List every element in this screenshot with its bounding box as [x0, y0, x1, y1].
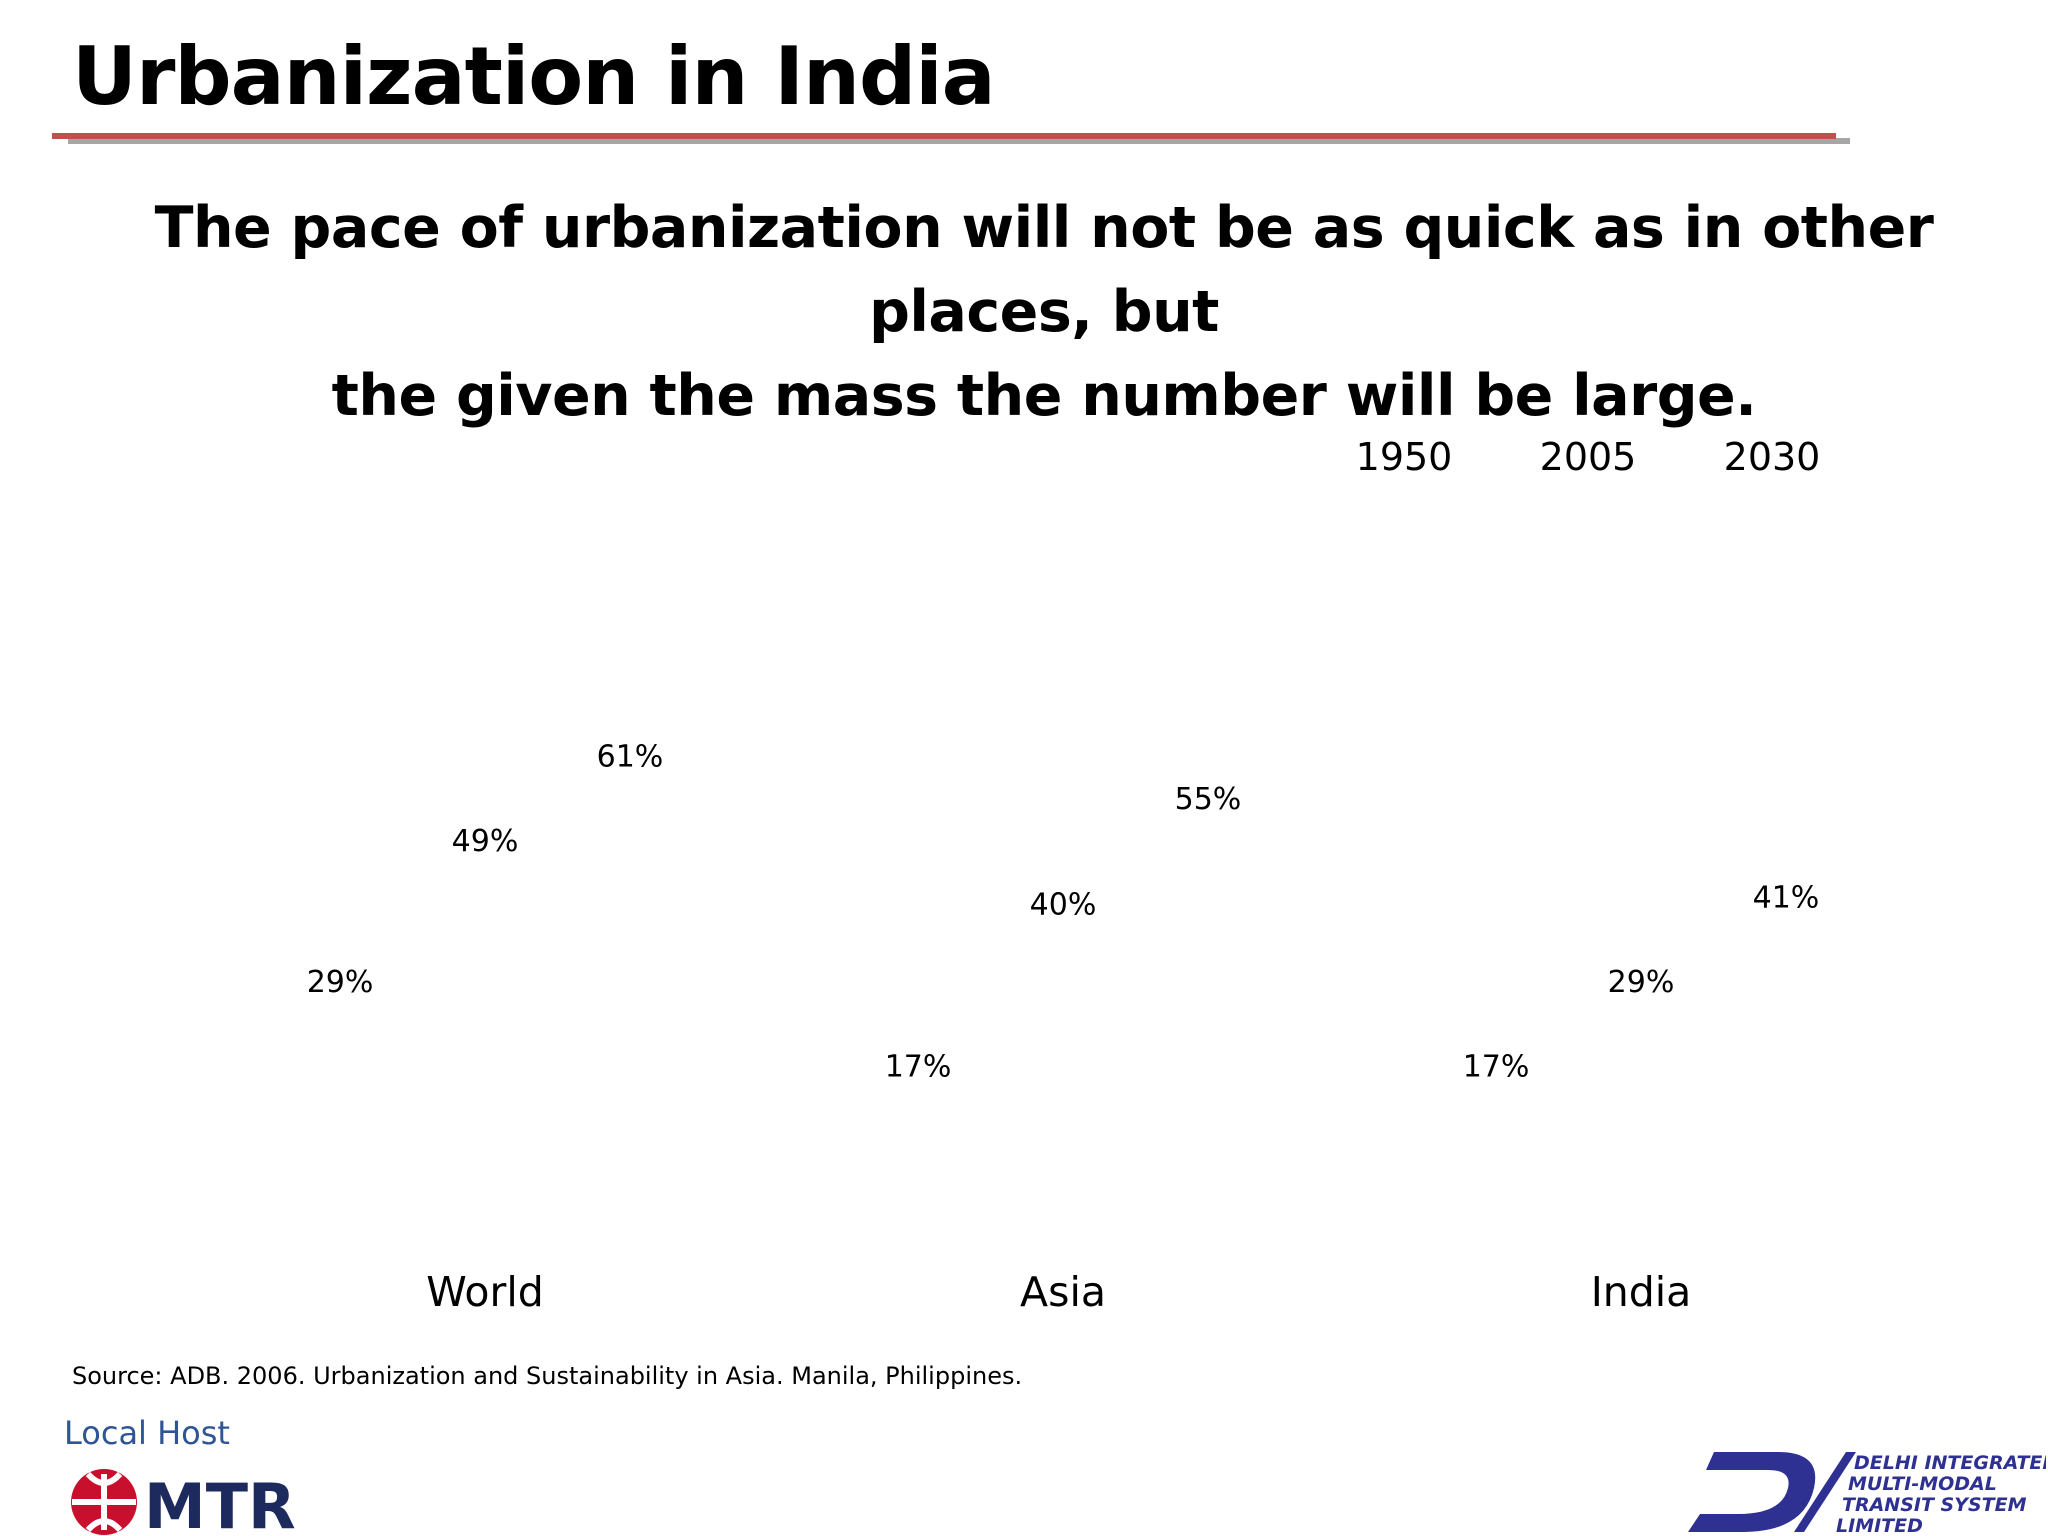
bar-2005-india — [1577, 1006, 1704, 1210]
data-label: 61% — [597, 740, 664, 775]
slide-subtitle: The pace of urbanization will not be as … — [40, 186, 2048, 438]
data-label: 41% — [1753, 880, 1820, 915]
data-label: 40% — [1030, 887, 1097, 922]
subtitle-line-2: the given the mass the number will be la… — [331, 363, 1757, 429]
mtr-logo-text: MTR — [144, 1470, 296, 1536]
dimts-logo-text-line: MULTI-MODAL — [1848, 1473, 1997, 1495]
mtr-logo: MTR — [71, 1469, 296, 1536]
legend-item: 1950 — [1356, 435, 1453, 479]
bar-2030-world — [566, 781, 693, 1210]
source-note: Source: ADB. 2006. Urbanization and Sust… — [72, 1362, 1023, 1390]
title-underline-red — [52, 133, 1836, 139]
legend-item: 2005 — [1540, 435, 1637, 479]
data-label: 49% — [452, 824, 519, 859]
bar-2030-asia — [1144, 823, 1271, 1210]
title-underline-grey — [68, 138, 1850, 144]
data-label: 29% — [307, 965, 374, 1000]
bar-1950-world — [276, 1006, 403, 1210]
legend-item: 2030 — [1724, 435, 1821, 479]
category-label: Asia — [1020, 1268, 1106, 1316]
bar-2005-asia — [999, 928, 1126, 1210]
bar-1950-asia — [854, 1090, 981, 1210]
bar-1950-india — [1432, 1090, 1559, 1210]
category-label: World — [426, 1268, 544, 1316]
bar-2030-india — [1722, 921, 1849, 1210]
local-host-label: Local Host — [64, 1414, 230, 1452]
subtitle-line-1: The pace of urbanization will not be as … — [154, 195, 1934, 345]
data-label: 17% — [1463, 1049, 1530, 1084]
data-label: 17% — [885, 1049, 952, 1084]
category-label: India — [1591, 1268, 1692, 1316]
dimts-logo-text-line: LIMITED — [1836, 1515, 1923, 1536]
data-label: 29% — [1608, 965, 1675, 1000]
dimts-logo-text-line: TRANSIT SYSTEM — [1842, 1494, 2027, 1516]
slide-title: Urbanization in India — [72, 30, 996, 123]
data-label: 55% — [1175, 782, 1242, 817]
dimts-logo-text-line: DELHI INTEGRATED — [1854, 1452, 2046, 1474]
urbanization-chart: 29% 49% 61% World 17% 40% 55% Asia 17% 29% 41% Indi… — [276, 435, 1849, 1316]
bar-2005-world — [421, 865, 548, 1210]
